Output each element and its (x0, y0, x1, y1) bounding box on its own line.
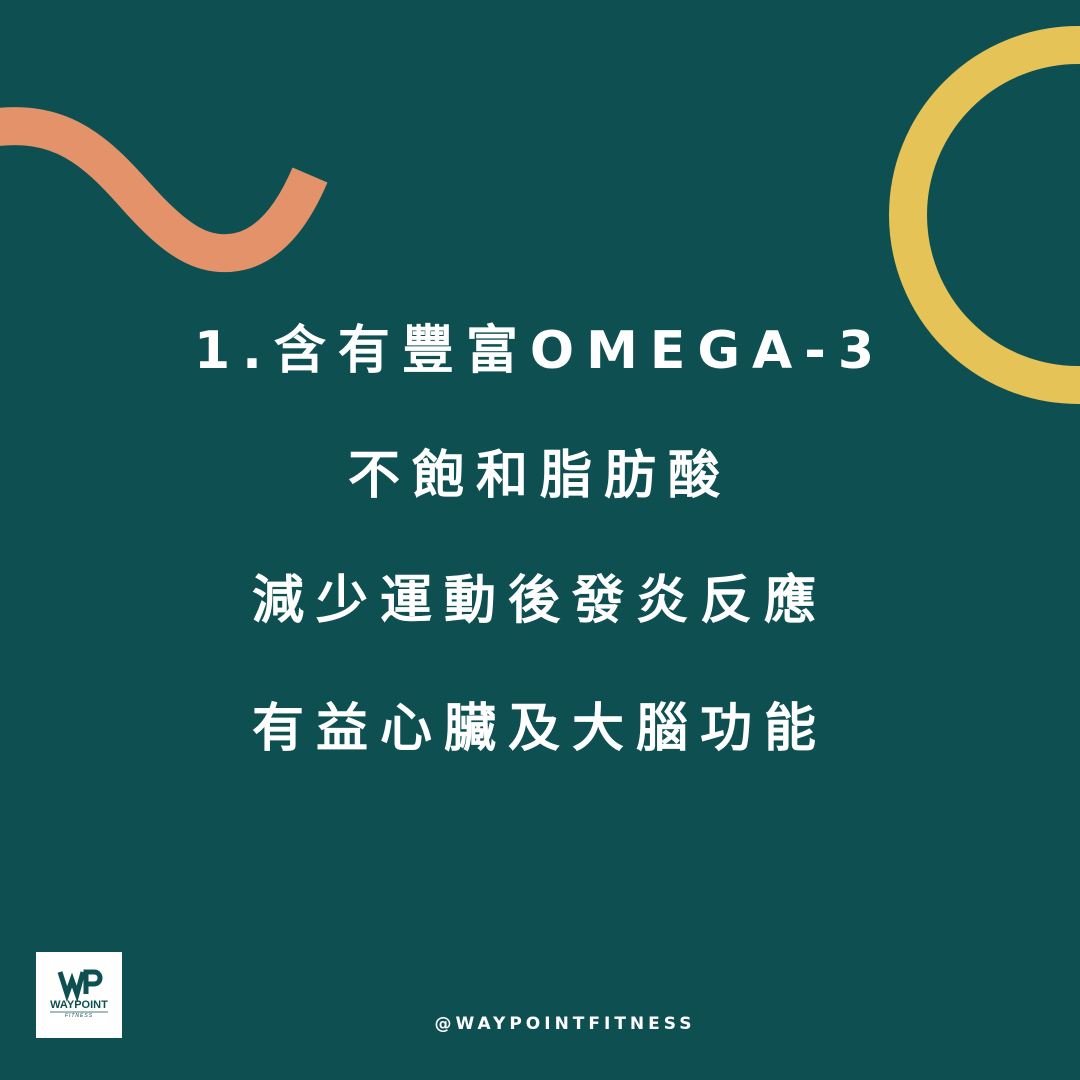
headline-line-2: 不飽和脂肪酸 (347, 446, 732, 506)
logo-name: WAYPOINT (50, 999, 108, 1011)
headline-line-3: 減少運動後發炎反應 (251, 571, 828, 631)
logo-subtitle: FITNESS (64, 1013, 94, 1019)
social-handle: @WAYPOINTFITNESS (434, 1014, 696, 1034)
ring-shape (889, 26, 1080, 404)
waypoint-logo-icon (50, 969, 108, 1013)
headline-line-4: 有益心臟及大腦功能 (251, 699, 828, 759)
headline-line-1: 1.含有豐富OMEGA-3 (193, 321, 887, 381)
brand-logo: WAYPOINT FITNESS (36, 952, 122, 1038)
squiggle-shape (0, 107, 328, 273)
